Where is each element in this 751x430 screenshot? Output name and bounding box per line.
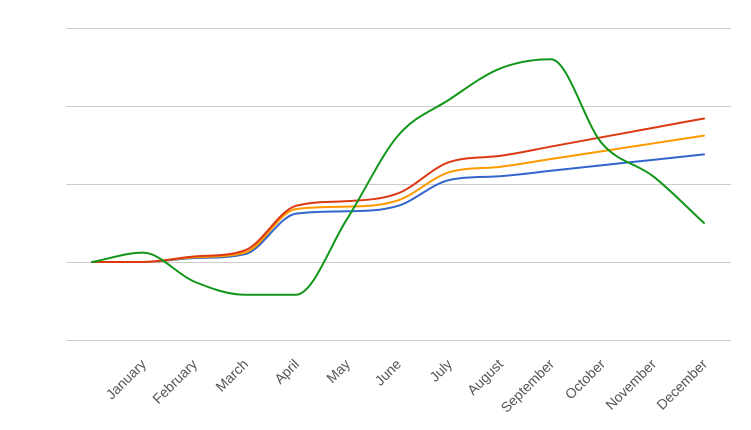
plot-area xyxy=(91,58,705,296)
x-tick-label: May xyxy=(323,356,353,386)
x-tick-label: January xyxy=(103,356,150,403)
x-tick-label: June xyxy=(371,356,404,389)
x-axis: January February March April May June July Augu… xyxy=(103,356,711,416)
grid xyxy=(66,28,731,341)
series-line-2 xyxy=(91,134,705,263)
series-line-3 xyxy=(91,117,705,263)
series-line-1 xyxy=(91,153,705,263)
x-tick-label: September xyxy=(497,356,557,416)
x-tick-label: March xyxy=(212,356,251,395)
x-tick-label: November xyxy=(602,356,659,413)
x-tick-label: April xyxy=(271,356,302,387)
x-tick-label: August xyxy=(464,356,506,398)
x-tick-label: December xyxy=(653,356,710,413)
x-tick-label: October xyxy=(562,356,609,403)
x-tick-label: July xyxy=(426,356,455,385)
x-tick-label: February xyxy=(149,356,200,407)
series-line-4 xyxy=(91,58,705,296)
